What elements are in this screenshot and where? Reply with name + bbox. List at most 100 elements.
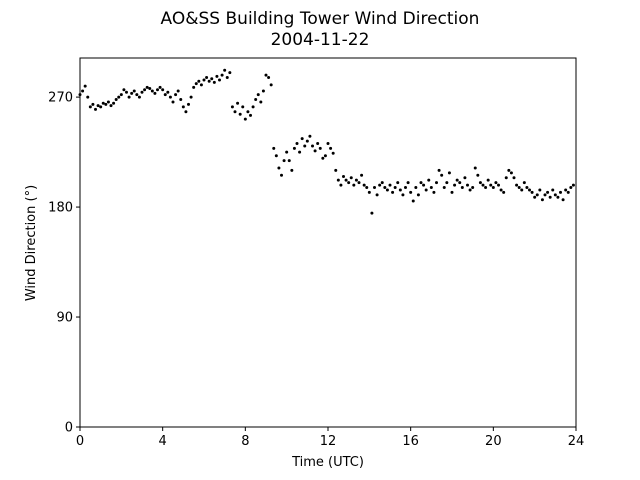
data-point [318,146,322,150]
data-point [269,83,273,87]
data-point [117,95,121,99]
data-point [383,186,387,190]
data-point [251,105,255,109]
data-point [295,142,299,146]
data-point [357,181,361,185]
x-tick-label: 24 [568,434,585,449]
data-point [202,78,206,82]
data-point [112,101,116,105]
data-point [504,176,508,180]
data-point [308,134,312,138]
x-tick-label: 16 [402,434,419,449]
data-point [564,188,568,192]
data-point [362,183,366,187]
data-point [427,178,431,182]
data-point [409,190,413,194]
data-point [274,154,278,158]
data-point [466,183,469,187]
data-point [187,102,190,106]
data-point [553,193,557,197]
data-point [153,91,157,95]
data-point [489,183,493,187]
data-point [161,88,165,92]
data-point [145,85,149,89]
data-point [122,88,126,92]
y-axis-label: Wind Direction (°) [24,185,39,301]
data-point [548,195,552,199]
data-point [261,89,265,93]
data-point [192,85,196,89]
data-point [432,190,436,194]
data-point [499,188,503,192]
data-point [528,188,531,192]
data-point [106,100,110,104]
data-point [321,156,325,160]
data-point [522,181,526,185]
data-point [561,198,565,202]
data-point [223,68,227,72]
data-point [401,193,405,197]
data-point [370,211,374,215]
chart-subtitle: 2004-11-22 [271,30,370,50]
data-point [478,181,482,185]
data-point [313,149,317,153]
x-tick-label: 8 [241,434,249,449]
data-point [197,79,201,83]
data-point [437,168,441,172]
x-tick-label: 20 [485,434,502,449]
data-point [238,112,242,116]
data-point [220,73,224,77]
data-point [468,188,472,192]
data-point [212,80,216,84]
data-point [83,84,87,88]
data-point [378,183,382,187]
data-point [424,188,428,192]
data-point [246,110,250,114]
data-point [396,181,400,185]
data-point [380,181,384,185]
data-point [406,181,410,185]
data-point [158,85,162,89]
x-tick-label: 0 [76,434,84,449]
data-point [398,188,402,192]
data-point [556,195,560,199]
data-point [135,93,139,97]
data-point [127,95,131,99]
data-point [205,76,209,80]
data-point [285,150,289,154]
x-axis-label: Time (UTC) [291,455,364,470]
data-point [517,186,521,190]
data-point [509,171,513,175]
data-point [189,95,193,99]
data-point [114,98,118,102]
data-point [571,183,575,187]
data-point [411,199,415,203]
data-point [282,159,286,163]
data-point [241,105,245,109]
data-point [181,105,185,109]
data-point [174,93,178,97]
data-point [538,188,542,192]
data-point [176,89,180,93]
data-point [119,93,123,97]
data-point [502,190,506,194]
data-point [163,93,167,97]
data-point [497,183,500,187]
data-point [259,100,263,104]
data-point [476,173,480,177]
data-point [303,144,307,148]
data-point [445,181,449,185]
data-point [99,105,103,109]
data-point [329,146,333,150]
data-point [292,146,296,150]
data-point [486,178,490,182]
data-point [109,104,113,108]
data-point [347,181,351,185]
data-point [96,104,100,108]
data-point [533,195,537,199]
data-point [393,186,397,190]
data-point [566,190,570,194]
data-point [481,183,485,187]
